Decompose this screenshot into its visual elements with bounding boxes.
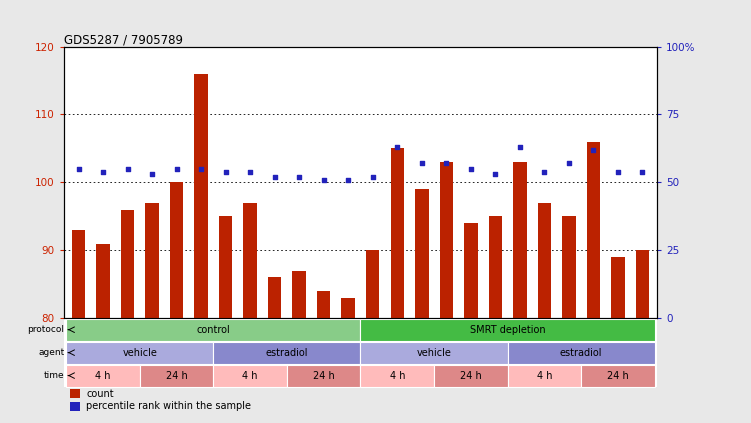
Point	[416, 160, 428, 167]
Text: protocol: protocol	[27, 325, 65, 334]
Text: control: control	[197, 325, 231, 335]
Point	[490, 171, 502, 178]
Point	[219, 168, 231, 175]
Bar	[635, 250, 649, 318]
Point	[342, 176, 354, 183]
Bar	[415, 189, 429, 318]
Text: 24 h: 24 h	[166, 371, 188, 381]
Text: estradiol: estradiol	[266, 348, 308, 358]
Point	[366, 173, 379, 180]
Point	[440, 160, 452, 167]
Bar	[360, 365, 434, 387]
Point	[244, 168, 256, 175]
Text: percentile rank within the sample: percentile rank within the sample	[86, 401, 252, 411]
Bar	[513, 162, 526, 318]
Text: 4 h: 4 h	[243, 371, 258, 381]
Point	[170, 165, 182, 172]
Point	[465, 165, 477, 172]
Bar	[268, 277, 282, 318]
Point	[269, 173, 281, 180]
Point	[391, 144, 403, 151]
Point	[97, 168, 109, 175]
Bar	[66, 365, 140, 387]
Bar	[439, 162, 453, 318]
Bar	[391, 148, 404, 318]
Point	[122, 165, 134, 172]
Bar	[146, 203, 158, 318]
Bar	[508, 365, 581, 387]
Bar	[140, 365, 213, 387]
Bar	[464, 223, 478, 318]
Bar	[213, 342, 360, 364]
Bar	[213, 365, 287, 387]
Bar	[66, 342, 213, 364]
Text: 4 h: 4 h	[390, 371, 405, 381]
Bar	[243, 203, 257, 318]
Point	[195, 165, 207, 172]
Point	[146, 171, 158, 178]
Bar	[66, 319, 360, 341]
Bar	[587, 142, 600, 318]
Bar	[366, 250, 379, 318]
Text: 24 h: 24 h	[460, 371, 481, 381]
Text: 24 h: 24 h	[607, 371, 629, 381]
Bar	[342, 298, 355, 318]
Bar	[538, 203, 551, 318]
Point	[73, 165, 85, 172]
Text: time: time	[44, 371, 65, 380]
Bar	[72, 230, 86, 318]
Point	[514, 144, 526, 151]
Point	[562, 160, 575, 167]
Point	[587, 146, 599, 153]
Bar	[195, 74, 208, 318]
Point	[636, 168, 648, 175]
Text: vehicle: vehicle	[417, 348, 451, 358]
Bar	[508, 342, 655, 364]
Bar	[170, 182, 183, 318]
Bar	[219, 216, 232, 318]
Text: GDS5287 / 7905789: GDS5287 / 7905789	[64, 33, 182, 47]
Bar	[434, 365, 508, 387]
Text: 4 h: 4 h	[95, 371, 111, 381]
Text: estradiol: estradiol	[560, 348, 602, 358]
Text: agent: agent	[38, 348, 65, 357]
Bar	[292, 271, 306, 318]
Bar	[360, 319, 655, 341]
Bar	[121, 209, 134, 318]
Bar	[287, 365, 360, 387]
Point	[318, 176, 330, 183]
Bar	[581, 365, 655, 387]
Bar	[96, 244, 110, 318]
Bar	[360, 342, 508, 364]
Bar	[70, 401, 80, 411]
Bar	[611, 257, 625, 318]
Bar	[562, 216, 575, 318]
Bar	[317, 291, 330, 318]
Text: SMRT depletion: SMRT depletion	[470, 325, 545, 335]
Text: count: count	[86, 389, 114, 398]
Bar	[489, 216, 502, 318]
Point	[612, 168, 624, 175]
Text: 24 h: 24 h	[313, 371, 335, 381]
Point	[538, 168, 550, 175]
Bar	[70, 389, 80, 398]
Text: 4 h: 4 h	[537, 371, 552, 381]
Point	[293, 173, 305, 180]
Text: vehicle: vehicle	[122, 348, 157, 358]
